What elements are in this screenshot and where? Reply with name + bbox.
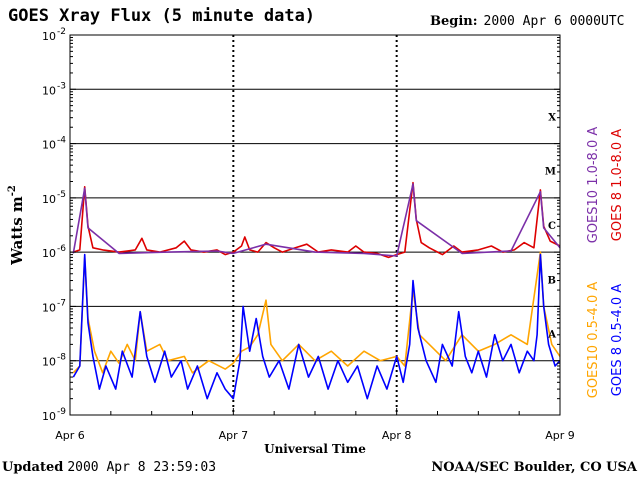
- y-tick-base: 10: [42, 301, 56, 314]
- x-tick-label: Apr 8: [382, 429, 412, 442]
- y-tick-base: 10: [42, 139, 56, 152]
- y-tick-base: 10: [42, 247, 56, 260]
- series-layer: [72, 181, 561, 400]
- x-tick-label: Apr 7: [219, 429, 249, 442]
- y-tick-base: 10: [42, 410, 56, 423]
- flare-class-A: A: [547, 330, 556, 341]
- series-line-3: [72, 253, 561, 400]
- y-tick-exponent: -7: [57, 298, 66, 308]
- flare-class-C: C: [548, 221, 556, 232]
- x-tick-label: Apr 9: [545, 429, 575, 442]
- grid-layer: [70, 35, 560, 415]
- y-tick-exponent: -5: [57, 190, 66, 200]
- y-tick-label: 10: [42, 301, 56, 314]
- y-tick-exponent: -6: [57, 244, 66, 254]
- plot-frame: [69, 34, 561, 416]
- y-tick-label: 10: [42, 30, 56, 43]
- y-axis-label-text: Watts m: [8, 196, 26, 266]
- legend-item: GOES10 1.0-8.0 A: [586, 127, 601, 244]
- y-tick-base: 10: [42, 30, 56, 43]
- updated-label: Updated: [2, 460, 64, 475]
- y-tick-label: 10: [42, 356, 56, 369]
- y-tick-exponent: -2: [57, 27, 66, 37]
- y-tick-exponent: -4: [57, 136, 66, 146]
- series-line-0: [73, 181, 561, 259]
- flare-class-B: B: [548, 275, 556, 286]
- y-tick-base: 10: [42, 193, 56, 206]
- y-tick-label: 10: [42, 139, 56, 152]
- flare-class-M: M: [545, 167, 556, 178]
- y-axis-label-sup: -2: [7, 185, 18, 196]
- legend-label: GOES 8 0.5-4.0 A: [610, 284, 625, 396]
- credit: NOAA/SEC Boulder, CO USA: [431, 460, 637, 475]
- y-axis-label: Watts m-2: [7, 185, 26, 266]
- legend: GOES10 1.0-8.0 A GOES 8 1.0-8.0 A GOES10 0…: [586, 127, 625, 399]
- begin-label: Begin:: [430, 14, 478, 29]
- series-line-1: [72, 183, 561, 257]
- y-tick-exponent: -3: [57, 81, 66, 91]
- legend-item: GOES10 0.5-4.0 A: [586, 282, 601, 399]
- begin-info: Begin: 2000 Apr 6 0000UTC: [430, 14, 624, 29]
- y-tick-label: 10: [42, 193, 56, 206]
- legend-label: GOES10 1.0-8.0 A: [586, 127, 601, 244]
- y-tick-base: 10: [42, 356, 56, 369]
- legend-label: GOES 8 1.0-8.0 A: [610, 129, 625, 241]
- x-tick-label: Apr 6: [55, 429, 85, 442]
- legend-label: GOES10 0.5-4.0 A: [586, 282, 601, 399]
- y-tick-label: 10: [42, 84, 56, 97]
- updated-value: 2000 Apr 8 23:59:03: [67, 460, 217, 475]
- chart-title: GOES Xray Flux (5 minute data): [8, 6, 316, 26]
- begin-value: 2000 Apr 6 0000UTC: [483, 14, 625, 29]
- y-tick-base: 10: [42, 84, 56, 97]
- flare-class-X: X: [548, 112, 556, 123]
- legend-item: GOES 8 0.5-4.0 A: [610, 284, 625, 396]
- y-tick-label: 10: [42, 410, 56, 423]
- y-tick-label: 10: [42, 247, 56, 260]
- y-axis-label-group: Watts m-2: [7, 185, 26, 266]
- legend-item: GOES 8 1.0-8.0 A: [610, 129, 625, 241]
- flare-class-labels: A B C M X: [545, 112, 556, 340]
- x-axis-label: Universal Time: [264, 442, 366, 456]
- updated-info: Updated 2000 Apr 8 23:59:03: [2, 460, 216, 475]
- y-tick-exponent: -8: [57, 353, 66, 363]
- y-tick-exponent: -9: [57, 407, 66, 417]
